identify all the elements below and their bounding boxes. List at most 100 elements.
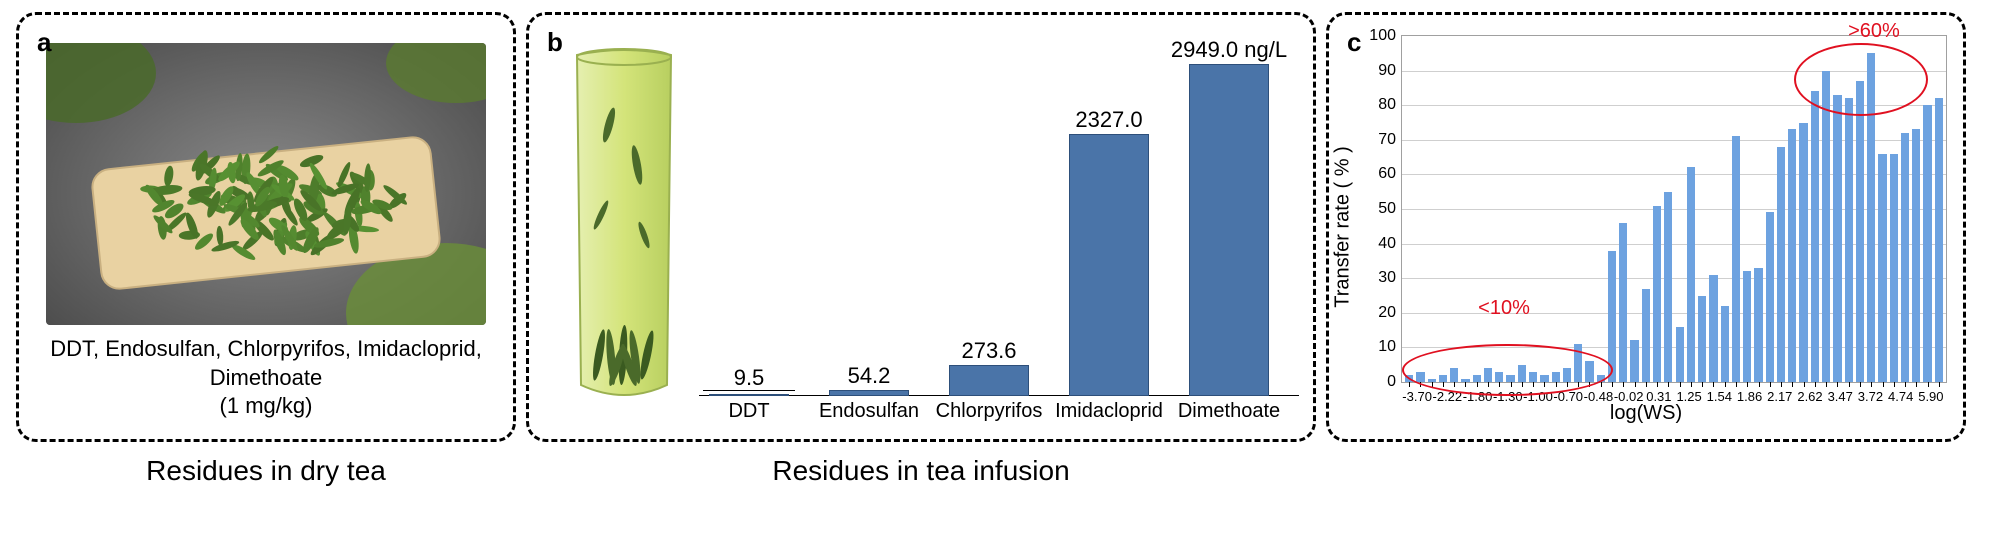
xtick-label: -0.48 [1584, 389, 1614, 404]
bar-category: Imidacloprid [1055, 400, 1163, 423]
bar-c [1721, 306, 1729, 382]
xtick-label: 2.17 [1767, 389, 1792, 404]
ytick-label: 20 [1368, 304, 1396, 322]
xtick-mark [1860, 382, 1861, 387]
gridline [1402, 140, 1946, 141]
ytick-label: 40 [1368, 235, 1396, 253]
caption-line1: DDT, Endosulfan, Chlorpyrifos, Imidaclop… [50, 336, 482, 390]
xtick-mark [1837, 382, 1838, 387]
panel-b: b [526, 12, 1316, 442]
bar-c [1822, 71, 1830, 382]
bar-category: Dimethoate [1178, 400, 1280, 423]
xtick-mark [1657, 382, 1658, 387]
gridline [1402, 174, 1946, 175]
bar-c [1811, 91, 1819, 382]
bar-chart-c: 0102030405060708090100 -3.70-2.22-1.80-1… [1401, 35, 1947, 383]
xtick-mark [1713, 382, 1714, 387]
xtick-mark [1725, 382, 1726, 387]
bar-c [1935, 98, 1943, 382]
panel-b-label: b [547, 27, 563, 58]
xtick-mark [1770, 382, 1771, 387]
panel-a-title: Residues in dry tea [19, 455, 513, 487]
bar-value: 2949.0 ng/L [1171, 37, 1287, 63]
bar-c [1799, 123, 1807, 383]
bar-c [1878, 154, 1886, 382]
annotation-text: <10% [1478, 297, 1530, 320]
bar-c [1732, 136, 1740, 382]
panel-a-caption: DDT, Endosulfan, Chlorpyrifos, Imidaclop… [37, 335, 495, 421]
xtick-mark [1916, 382, 1917, 387]
bar-c [1653, 206, 1661, 382]
xtick-label: 2.62 [1797, 389, 1822, 404]
gridline [1402, 244, 1946, 245]
bar-underline [703, 390, 795, 391]
ytick-label: 70 [1368, 131, 1396, 149]
xtick-mark [1939, 382, 1940, 387]
bar-c [1630, 340, 1638, 382]
xtick-mark [1409, 382, 1410, 387]
ytick-label: 80 [1368, 96, 1396, 114]
bar-category: Chlorpyrifos [936, 400, 1043, 423]
bar-c [1743, 271, 1751, 382]
xtick-mark [1635, 382, 1636, 387]
xtick-mark [1928, 382, 1929, 387]
ytick-label: 90 [1368, 62, 1396, 80]
xtick-label: 3.47 [1828, 389, 1853, 404]
bar-c [1845, 98, 1853, 382]
xtick-mark [1680, 382, 1681, 387]
dry-tea-photo [46, 43, 486, 325]
xtick-label: 3.72 [1858, 389, 1883, 404]
annotation-ellipse [1402, 344, 1613, 396]
xtick-mark [1601, 382, 1602, 387]
x-axis-label: log(WS) [1610, 402, 1682, 425]
ytick-label: 100 [1368, 27, 1396, 45]
bar-dimethoate: 2949.0 ng/LDimethoate [1189, 64, 1269, 396]
ytick-label: 10 [1368, 338, 1396, 356]
xtick-mark [1871, 382, 1872, 387]
bar-c [1912, 129, 1920, 382]
xtick-mark [1691, 382, 1692, 387]
gridline [1402, 209, 1946, 210]
xtick-label: -3.70 [1402, 389, 1432, 404]
bar-endosulfan: 54.2Endosulfan [829, 390, 909, 396]
xtick-mark [1612, 382, 1613, 387]
bar-category: DDT [728, 400, 769, 423]
panel-c: c Transfer rate ( % ) 010203040506070809… [1326, 12, 1966, 442]
annotation-text: >60% [1848, 20, 1900, 43]
xtick-label: 5.90 [1918, 389, 1943, 404]
xtick-mark [1668, 382, 1669, 387]
bar-c [1642, 289, 1650, 382]
xtick-mark [1804, 382, 1805, 387]
bar-c [1754, 268, 1762, 382]
bar-c [1833, 95, 1841, 382]
bar-c [1856, 81, 1864, 382]
xtick-mark [1826, 382, 1827, 387]
panel-a: a DDT, Endosulfan, Chlorpyrifo [16, 12, 516, 442]
xtick-label: 4.74 [1888, 389, 1913, 404]
tea-glass [559, 45, 689, 405]
bar-value: 54.2 [848, 363, 891, 389]
xtick-mark [1759, 382, 1760, 387]
ytick-label: 30 [1368, 269, 1396, 287]
ytick-label: 60 [1368, 165, 1396, 183]
bar-c [1766, 212, 1774, 382]
xtick-mark [1849, 382, 1850, 387]
bar-c [1777, 147, 1785, 382]
xtick-mark [1736, 382, 1737, 387]
xtick-label: 1.54 [1707, 389, 1732, 404]
bar-ddt: 9.5DDT [709, 394, 789, 396]
bar-value: 2327.0 [1075, 107, 1142, 133]
bar-c [1619, 223, 1627, 382]
bar-c [1890, 154, 1898, 382]
bar-chlorpyrifos: 273.6Chlorpyrifos [949, 365, 1029, 396]
bar-value: 9.5 [734, 365, 765, 391]
panel-b-title: Residues in tea infusion [529, 455, 1313, 487]
bar-c [1664, 192, 1672, 382]
bar-chart-b: 9.5DDT54.2Endosulfan273.6Chlorpyrifos232… [699, 31, 1299, 426]
bar-c [1901, 133, 1909, 382]
xtick-mark [1646, 382, 1647, 387]
bar-c [1923, 105, 1931, 382]
ytick-label: 0 [1368, 373, 1396, 391]
bar-category: Endosulfan [819, 400, 919, 423]
bar-c [1676, 327, 1684, 382]
